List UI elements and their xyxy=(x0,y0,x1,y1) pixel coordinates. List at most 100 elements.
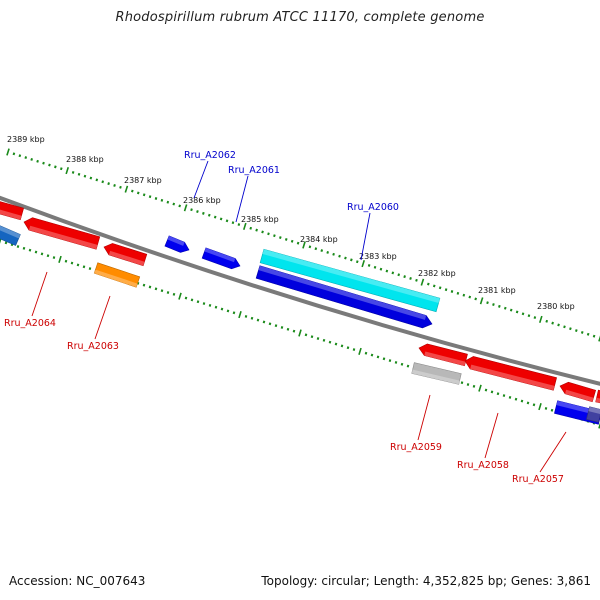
outer-tick xyxy=(124,185,129,193)
outer-tick xyxy=(136,191,140,195)
outer-tick xyxy=(12,152,16,156)
inner-tick xyxy=(346,346,350,350)
outer-tick xyxy=(142,193,146,197)
outer-tick xyxy=(397,273,401,277)
gene-arrow-highlight xyxy=(0,225,21,239)
label-leader xyxy=(484,412,499,459)
inner-tick xyxy=(502,394,506,398)
kbp-label: 2383 kbp xyxy=(359,252,397,261)
kbp-label: 2382 kbp xyxy=(418,269,456,278)
inner-tick xyxy=(394,360,398,364)
outer-tick xyxy=(284,237,288,241)
label-leader xyxy=(94,295,111,340)
outer-tick xyxy=(569,327,572,331)
inner-tick xyxy=(226,309,230,313)
outer-tick xyxy=(196,210,199,213)
inner-tick xyxy=(238,311,242,319)
gene-features xyxy=(0,201,600,425)
outer-tick xyxy=(391,271,395,275)
outer-tick xyxy=(83,174,87,178)
outer-tick xyxy=(503,306,507,310)
outer-tick xyxy=(213,215,217,219)
inner-tick xyxy=(364,351,368,355)
outer-tick xyxy=(95,178,99,182)
outer-tick xyxy=(326,250,329,254)
outer-tick xyxy=(290,239,294,243)
kbp-label: 2384 kbp xyxy=(300,235,338,244)
outer-tick xyxy=(113,184,116,187)
outer-tick xyxy=(30,157,33,161)
inner-tick xyxy=(358,347,362,355)
outer-tick xyxy=(54,165,57,169)
gene-arrow-highlight xyxy=(28,225,98,250)
outer-tick xyxy=(586,332,590,336)
inner-tick xyxy=(388,359,392,363)
outer-tick xyxy=(545,319,549,323)
gene-arrow-highlight xyxy=(424,351,466,366)
label-leader xyxy=(360,212,371,261)
outer-tick xyxy=(183,204,188,212)
kbp-label: 2388 kbp xyxy=(66,155,104,164)
outer-tick xyxy=(438,286,442,290)
inner-tick xyxy=(544,406,548,410)
inner-tick xyxy=(70,261,74,265)
inner-tick xyxy=(34,250,38,254)
inner-tick xyxy=(478,384,482,392)
outer-tick-ring xyxy=(6,148,600,342)
outer-tick xyxy=(450,290,454,293)
inner-tick xyxy=(298,329,302,337)
outer-tick xyxy=(462,293,466,297)
outer-tick xyxy=(89,176,93,180)
inner-tick xyxy=(496,392,500,396)
outer-tick xyxy=(415,278,418,282)
label-leader xyxy=(539,431,567,473)
outer-tick xyxy=(385,269,389,273)
map-title: Rhodospirillum rubrum ATCC 11170, comple… xyxy=(115,10,485,25)
inner-tick xyxy=(58,255,62,263)
inner-tick xyxy=(40,252,44,256)
outer-tick xyxy=(409,277,412,280)
inner-tick xyxy=(262,320,266,324)
outer-tick xyxy=(563,325,566,329)
inner-tick xyxy=(250,316,254,320)
outer-tick xyxy=(178,204,181,208)
outer-tick xyxy=(373,265,377,269)
gene-arrow-highlight xyxy=(595,397,600,403)
outer-tick xyxy=(538,315,543,323)
outer-tick xyxy=(308,245,312,249)
inner-tick xyxy=(316,337,320,340)
inner-tick xyxy=(472,384,476,388)
inner-tick xyxy=(376,355,380,359)
inner-tick xyxy=(466,383,470,386)
outer-tick xyxy=(456,291,460,295)
outer-tick xyxy=(557,323,560,327)
outer-tick xyxy=(492,303,495,306)
inner-tick xyxy=(232,311,236,315)
inner-tick xyxy=(214,305,218,309)
inner-tick xyxy=(76,263,80,267)
inner-tick xyxy=(286,327,290,331)
gene-arrow-highlight xyxy=(588,406,600,414)
outer-tick xyxy=(131,189,134,193)
outer-tick xyxy=(427,282,430,286)
gene-arrow-highlight xyxy=(204,247,236,263)
outer-tick xyxy=(261,230,264,234)
outer-tick xyxy=(172,202,176,206)
inner-tick xyxy=(328,340,332,344)
outer-tick xyxy=(202,211,205,215)
inner-tick xyxy=(598,422,600,429)
gene-label: Rru_A2064 xyxy=(4,318,56,329)
inner-tick xyxy=(148,285,152,289)
inner-tick xyxy=(520,399,524,403)
kbp-label: 2385 kbp xyxy=(241,215,279,224)
inner-tick xyxy=(526,401,530,405)
outer-tick xyxy=(320,249,324,253)
gene-label: Rru_A2063 xyxy=(67,341,119,352)
inner-tick xyxy=(166,291,170,294)
gene-arrow-highlight xyxy=(167,235,185,246)
outer-tick xyxy=(338,254,341,258)
kbp-scale-labels: 2389 kbp 2388 kbp 2387 kbp 2386 kbp 2385 kbp… xyxy=(7,135,575,311)
outer-tick xyxy=(24,156,28,160)
outer-tick xyxy=(314,247,318,251)
